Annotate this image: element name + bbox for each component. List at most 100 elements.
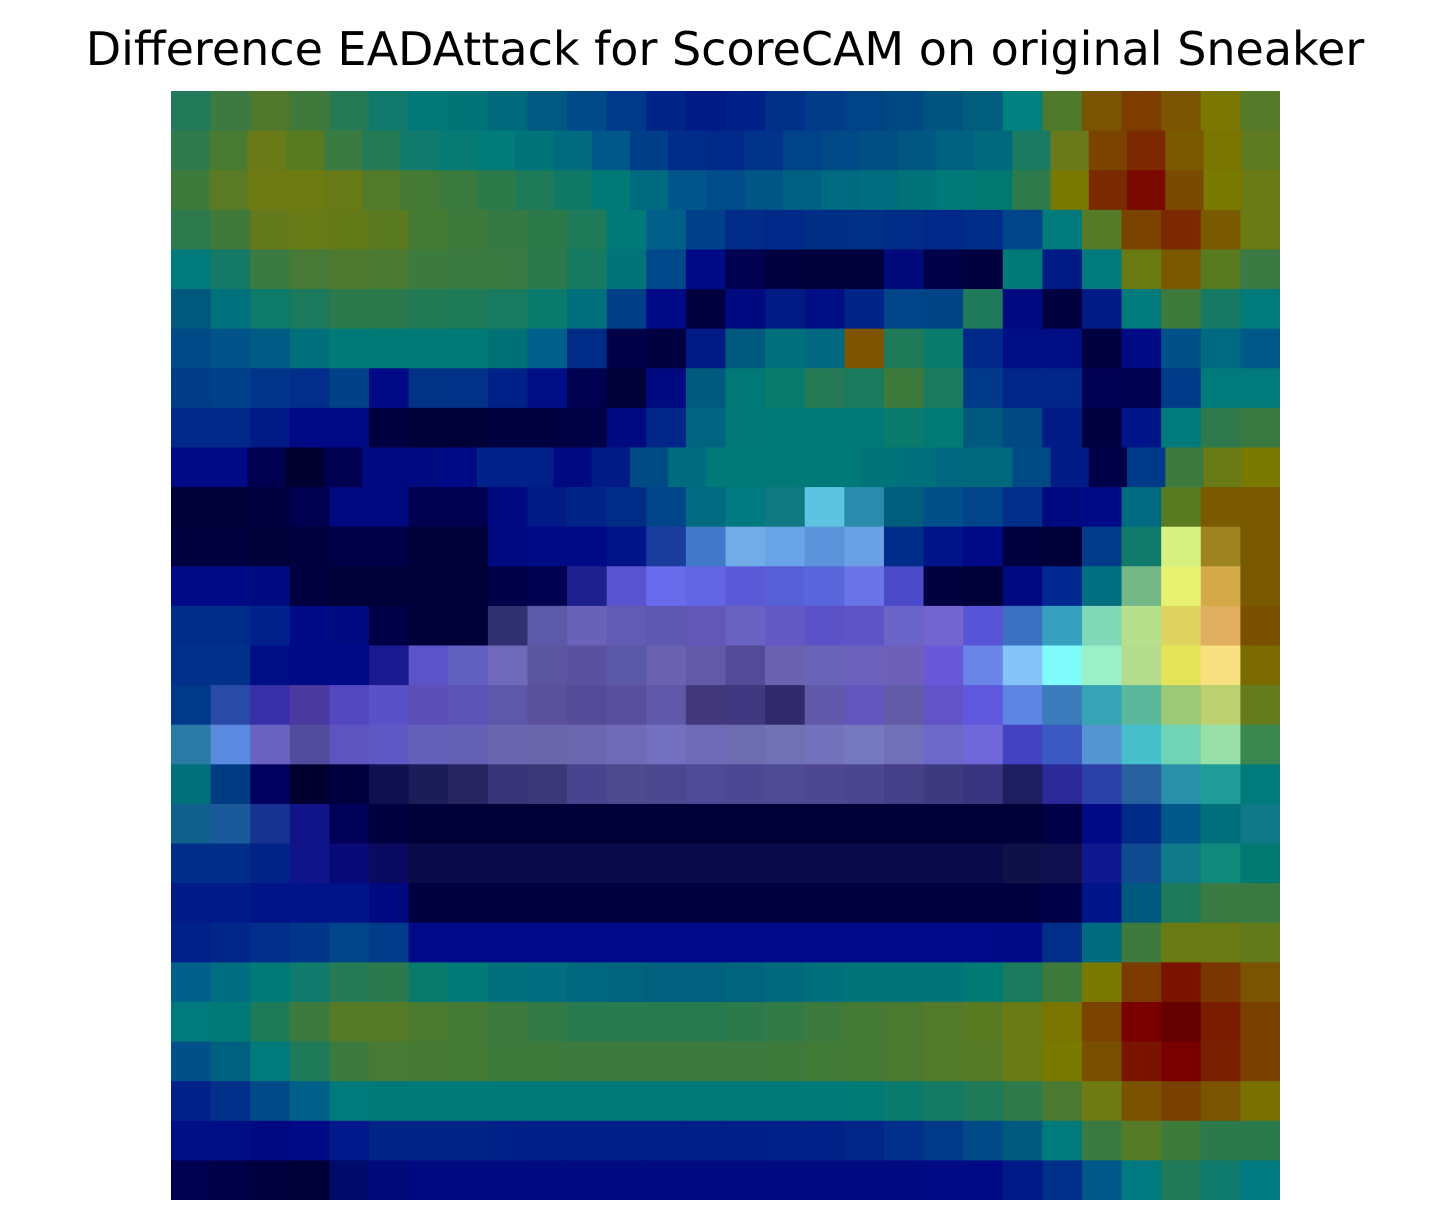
heatmap-cell — [1002, 922, 1043, 963]
heatmap-cell — [210, 249, 251, 290]
heatmap-cell — [369, 526, 410, 567]
heatmap-cell — [487, 1160, 529, 1200]
heatmap-cell — [171, 1120, 212, 1161]
heatmap-cell — [685, 724, 727, 765]
heatmap-cell — [1161, 843, 1202, 884]
heatmap-cell — [1081, 605, 1123, 647]
heatmap-cell — [1240, 883, 1280, 924]
heatmap-cell — [171, 289, 212, 330]
heatmap-cell — [1042, 1001, 1083, 1043]
heatmap-cell — [1002, 962, 1043, 1003]
heatmap-cell — [567, 685, 608, 726]
heatmap-cell — [369, 91, 410, 132]
heatmap-cell — [400, 170, 440, 211]
heatmap-cell — [553, 170, 593, 211]
heatmap-cell — [527, 1041, 568, 1082]
heatmap-cell — [567, 487, 608, 528]
heatmap-cell — [527, 566, 568, 607]
heatmap-cell — [685, 368, 727, 409]
heatmap-cell — [706, 170, 746, 211]
heatmap-cell — [487, 645, 529, 686]
heatmap-cell — [369, 1081, 410, 1122]
heatmap-cell — [844, 685, 885, 726]
heatmap-cell — [606, 1081, 647, 1122]
heatmap-cell — [765, 487, 806, 528]
heatmap-cell — [362, 170, 402, 211]
heatmap-cell — [1240, 922, 1280, 963]
heatmap-cell — [1042, 922, 1083, 963]
heatmap-cell — [487, 289, 529, 330]
heatmap-cell — [725, 724, 766, 765]
heatmap-cell — [247, 170, 287, 211]
heatmap-cell — [1200, 91, 1241, 132]
heatmap-cell — [250, 91, 291, 132]
heatmap-cell — [1121, 922, 1162, 963]
heatmap-cell — [1050, 170, 1090, 211]
heatmap-cell — [844, 91, 885, 132]
heatmap-cell — [1002, 843, 1043, 884]
heatmap-cell — [1002, 407, 1043, 449]
heatmap-cell — [448, 566, 489, 607]
heatmap-cell — [408, 764, 449, 805]
heatmap-cell — [765, 1160, 806, 1200]
heatmap-cell — [591, 170, 631, 211]
heatmap-cell — [1002, 803, 1043, 845]
heatmap-cell — [250, 843, 291, 884]
heatmap-cell — [804, 1081, 845, 1122]
heatmap-cell — [250, 685, 291, 726]
heatmap-cell — [765, 566, 806, 607]
heatmap-cell — [1200, 645, 1241, 686]
heatmap-cell — [1165, 170, 1205, 211]
heatmap-cell — [844, 645, 885, 686]
heatmap-cell — [844, 368, 885, 409]
heatmap-cell — [1240, 209, 1280, 251]
heatmap-cell — [668, 130, 707, 171]
heatmap-cell — [515, 130, 555, 171]
heatmap-cell — [527, 1081, 568, 1122]
heatmap-cell — [171, 883, 212, 924]
heatmap-cell — [725, 289, 766, 330]
heatmap-cell — [567, 883, 608, 924]
heatmap-cell — [1042, 566, 1083, 607]
heatmap-cell — [606, 368, 647, 409]
heatmap-cell — [448, 1041, 489, 1082]
heatmap-cell — [250, 407, 291, 449]
heatmap-cell — [923, 566, 964, 607]
heatmap-cell — [171, 724, 212, 765]
heatmap-cell — [1081, 289, 1123, 330]
heatmap-cell — [1081, 1041, 1123, 1082]
heatmap-cell — [289, 91, 331, 132]
heatmap-cell — [408, 1081, 449, 1122]
heatmap-cell — [1161, 1081, 1202, 1122]
heatmap-cell — [725, 1041, 766, 1082]
heatmap-cell — [408, 487, 449, 528]
heatmap-cell — [706, 447, 746, 488]
heatmap-cell — [725, 843, 766, 884]
heatmap-cell — [744, 447, 784, 488]
heatmap-cell — [448, 209, 489, 251]
heatmap-cell — [1121, 685, 1162, 726]
heatmap-cell — [438, 170, 478, 211]
heatmap-cell — [250, 328, 291, 369]
heatmap-cell — [285, 170, 325, 211]
heatmap-cell — [1200, 1160, 1241, 1200]
heatmap-cell — [448, 605, 489, 647]
heatmap-cell — [171, 843, 212, 884]
heatmap-cell — [1121, 803, 1162, 845]
heatmap-cell — [289, 843, 331, 884]
heatmap-cell — [883, 883, 925, 924]
heatmap-cell — [725, 962, 766, 1003]
heatmap-cell — [844, 1001, 885, 1043]
heatmap-cell — [250, 566, 291, 607]
heatmap-cell — [448, 962, 489, 1003]
heatmap-cell — [438, 130, 478, 171]
heatmap-cell — [329, 328, 370, 369]
heatmap-cell — [606, 249, 647, 290]
heatmap-cell — [448, 922, 489, 963]
heatmap-cell — [289, 645, 331, 686]
heatmap-cell — [629, 130, 669, 171]
heatmap-cell — [804, 91, 845, 132]
heatmap-cell — [1042, 843, 1083, 884]
heatmap-cell — [567, 368, 608, 409]
heatmap-cell — [171, 1081, 212, 1122]
